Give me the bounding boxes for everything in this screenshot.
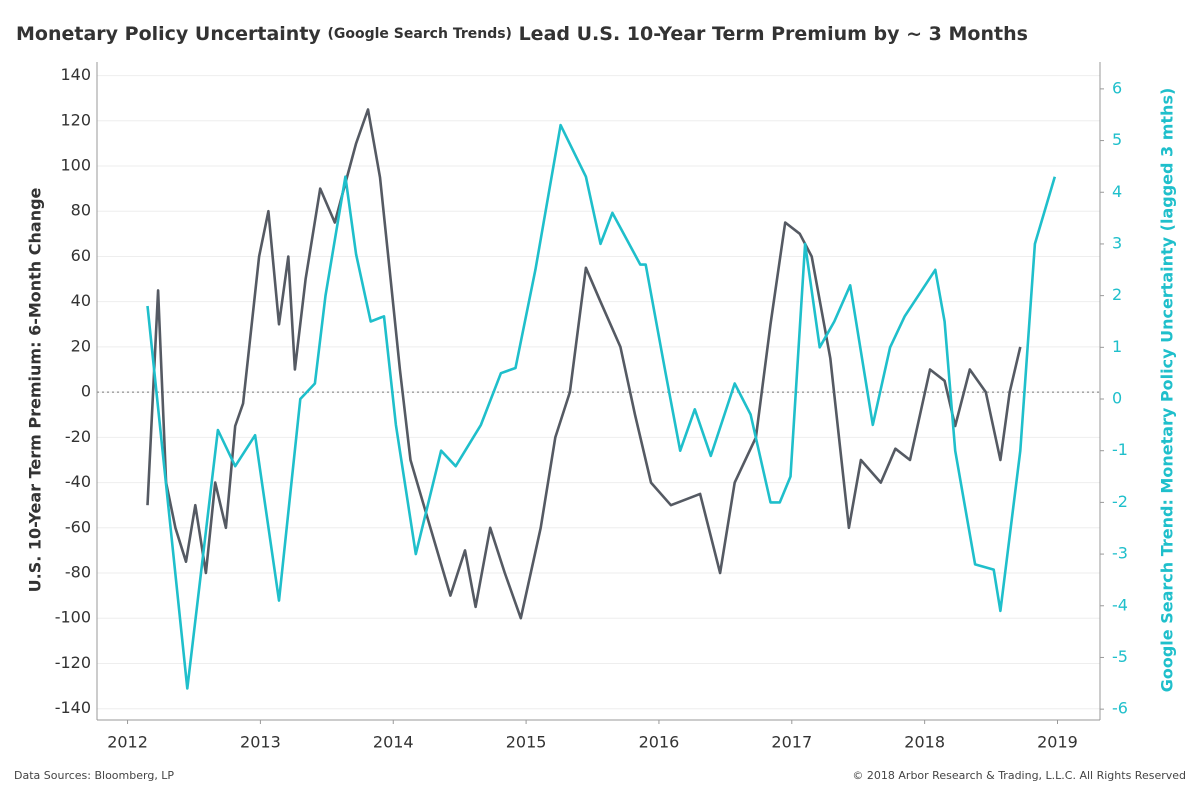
- y-tick-label: -20: [65, 427, 91, 446]
- y2-axis-title: Google Search Trend: Monetary Policy Unc…: [1158, 88, 1177, 693]
- y-tick-label: 0: [81, 382, 91, 401]
- x-tick-label: 2016: [639, 733, 680, 752]
- y2-tick-label: 1: [1112, 337, 1122, 356]
- y2-tick-label: 5: [1112, 130, 1122, 149]
- y2-tick-label: -3: [1112, 544, 1128, 563]
- y-tick-label: -40: [65, 472, 91, 491]
- y-tick-label: 100: [60, 156, 91, 175]
- y-tick-label: 60: [71, 246, 91, 265]
- y-axis-title: U.S. 10-Year Term Premium: 6-Month Chang…: [26, 187, 45, 592]
- source: Data Sources: Bloomberg, LP: [14, 769, 174, 782]
- y2-tick-label: -1: [1112, 440, 1128, 459]
- x-tick-label: 2015: [506, 733, 547, 752]
- y-tick-label: -100: [55, 608, 91, 627]
- data-line: [146, 123, 1057, 690]
- y2-tick-label: -5: [1112, 647, 1128, 666]
- y-tick-label: 40: [71, 291, 91, 310]
- y2-tick-label: 0: [1112, 389, 1122, 408]
- y2-tick-label: 4: [1112, 182, 1122, 201]
- x-tick-label: 2013: [240, 733, 281, 752]
- y2-tick-label: -6: [1112, 699, 1128, 718]
- data-line: [146, 108, 1022, 620]
- y-tick-label: -60: [65, 517, 91, 536]
- y-tick-label: 80: [71, 201, 91, 220]
- y2-tick-label: 6: [1112, 78, 1122, 97]
- y-tick-label: 20: [71, 336, 91, 355]
- y-tick-label: -140: [55, 698, 91, 717]
- chart-title: Monetary Policy Uncertainty (Google Sear…: [16, 23, 1028, 45]
- x-tick-label: 2014: [373, 733, 414, 752]
- y-tick-label: 120: [60, 110, 91, 129]
- x-tick-label: 2019: [1037, 733, 1078, 752]
- y2-tick-label: 3: [1112, 233, 1122, 252]
- x-tick-label: 2012: [107, 733, 148, 752]
- y2-tick-label: -2: [1112, 492, 1128, 511]
- y-tick-label: -80: [65, 563, 91, 582]
- x-tick-label: 2017: [771, 733, 812, 752]
- y-tick-label: 140: [60, 65, 91, 84]
- x-tick-label: 2018: [904, 733, 945, 752]
- y2-tick-label: -4: [1112, 595, 1128, 614]
- y2-tick-label: 2: [1112, 285, 1122, 304]
- title-note: (Google Search Trends): [327, 26, 512, 42]
- title-rest: Lead U.S. 10-Year Term Premium by ~ 3 Mo…: [519, 23, 1028, 45]
- title-main: Monetary Policy Uncertainty: [16, 23, 321, 45]
- copyright: © 2018 Arbor Research & Trading, L.L.C. …: [852, 769, 1186, 782]
- y-tick-label: -120: [55, 653, 91, 672]
